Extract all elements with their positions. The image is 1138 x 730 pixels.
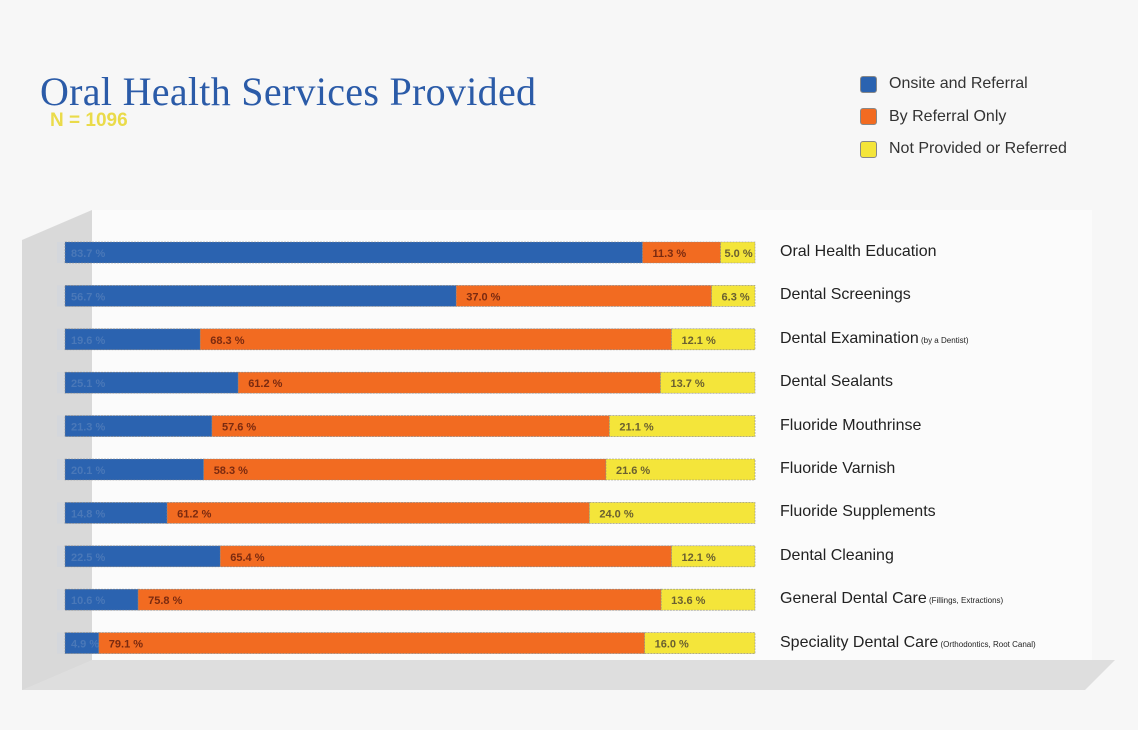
category-label: Fluoride Supplements <box>780 503 936 521</box>
data-label: 37.0 % <box>466 291 500 303</box>
category-label: Dental Cleaning <box>780 547 894 565</box>
bar-segment <box>203 458 607 481</box>
data-label: 56.7 % <box>71 291 105 303</box>
bar-segment <box>671 328 756 351</box>
data-label: 68.3 % <box>210 335 244 347</box>
data-label: 25.1 % <box>71 378 105 390</box>
data-label: 75.8 % <box>148 595 182 607</box>
data-label: 19.6 % <box>71 335 105 347</box>
bar-segment <box>720 241 756 264</box>
data-label: 16.0 % <box>655 639 689 651</box>
bar-segment <box>219 545 672 568</box>
category-label: Dental Examination (by a Dentist) <box>780 330 969 348</box>
legend: Onsite and Referral By Referral Only Not P… <box>860 68 1067 166</box>
category-name: Dental Cleaning <box>780 546 894 564</box>
category-note: (by a Dentist) <box>918 335 969 345</box>
data-label: 4.9 % <box>71 639 99 651</box>
backdrop-floor <box>22 660 1115 690</box>
data-label: 22.5 % <box>71 552 105 564</box>
category-label: Speciality Dental Care (Orthodontics, Ro… <box>780 634 1036 652</box>
data-label: 83.7 % <box>71 248 105 260</box>
data-label: 61.2 % <box>177 508 211 520</box>
bar-segment <box>660 371 756 394</box>
bar-segment <box>64 285 457 307</box>
data-label: 21.1 % <box>619 422 653 434</box>
bar-segment <box>199 328 672 351</box>
legend-swatch <box>860 140 877 158</box>
data-label: 13.7 % <box>670 378 704 390</box>
bar-segment <box>166 502 590 524</box>
chart-subtitle: N = 1096 <box>50 110 128 131</box>
bar-segment <box>605 458 756 481</box>
data-label: 24.0 % <box>599 508 633 520</box>
data-label: 12.1 % <box>682 335 716 347</box>
bar-segment <box>711 285 756 307</box>
data-label: 11.3 % <box>653 248 687 260</box>
bar-segment <box>64 458 204 481</box>
category-label: Dental Screenings <box>780 286 911 304</box>
category-name: General Dental Care <box>780 590 927 608</box>
legend-item: Onsite and Referral <box>860 68 1067 101</box>
legend-label: Onsite and Referral <box>889 75 1028 93</box>
legend-swatch <box>860 108 877 126</box>
data-label: 6.3 % <box>722 291 750 303</box>
category-name: Speciality Dental Care <box>780 633 939 651</box>
category-name: Fluoride Varnish <box>780 460 896 477</box>
chart-title: Oral Health Services Provided <box>40 69 537 114</box>
bar-segment <box>609 415 756 437</box>
category-name: Dental Examination <box>780 329 919 347</box>
data-label: 79.1 % <box>109 639 143 651</box>
category-name: Fluoride Supplements <box>780 503 936 521</box>
bar-segment <box>64 241 643 264</box>
bar-segment <box>644 632 756 654</box>
bar-segment <box>589 502 756 524</box>
bar-segment <box>64 588 139 611</box>
category-name: Dental Screenings <box>780 286 911 304</box>
category-label: Fluoride Varnish <box>780 460 895 478</box>
data-label: 5.0 % <box>725 248 753 260</box>
bar-segment <box>211 415 610 437</box>
category-label: Oral Health Education <box>780 243 937 261</box>
category-name: Dental Sealants <box>780 373 893 391</box>
bar-segment <box>660 588 756 611</box>
category-label: General Dental Care (Fillings, Extractio… <box>780 590 1003 608</box>
data-label: 21.3 % <box>71 422 105 434</box>
legend-label: By Referral Only <box>889 107 1007 125</box>
category-note: (Orthodontics, Root Canal) <box>938 639 1036 649</box>
category-note: (Fillings, Extractions) <box>926 596 1004 606</box>
category-label: Dental Sealants <box>780 373 893 391</box>
backdrop-wall <box>22 210 92 690</box>
data-label: 57.6 % <box>222 422 256 434</box>
data-label: 21.6 % <box>616 465 650 477</box>
category-name: Fluoride Mouthrinse <box>780 416 922 434</box>
bar-segment <box>64 632 100 654</box>
bar-segment <box>137 588 662 611</box>
legend-label: Not Provided or Referred <box>889 140 1067 158</box>
data-label: 65.4 % <box>230 552 264 564</box>
legend-item: Not Provided or Referred <box>860 133 1067 166</box>
data-label: 58.3 % <box>214 465 248 477</box>
data-label: 10.6 % <box>71 595 105 607</box>
bar-segment <box>237 371 661 394</box>
data-label: 12.1 % <box>682 552 716 564</box>
legend-swatch <box>860 75 877 93</box>
category-label: Fluoride Mouthrinse <box>780 417 921 435</box>
data-label: 61.2 % <box>248 378 282 390</box>
data-label: 14.8 % <box>71 508 105 520</box>
category-name: Oral Health Education <box>780 243 937 260</box>
data-label: 13.6 % <box>671 595 705 607</box>
bar-segment <box>671 545 756 568</box>
bar-segment <box>98 632 645 654</box>
data-label: 20.1 % <box>71 465 105 477</box>
legend-item: By Referral Only <box>860 101 1067 134</box>
